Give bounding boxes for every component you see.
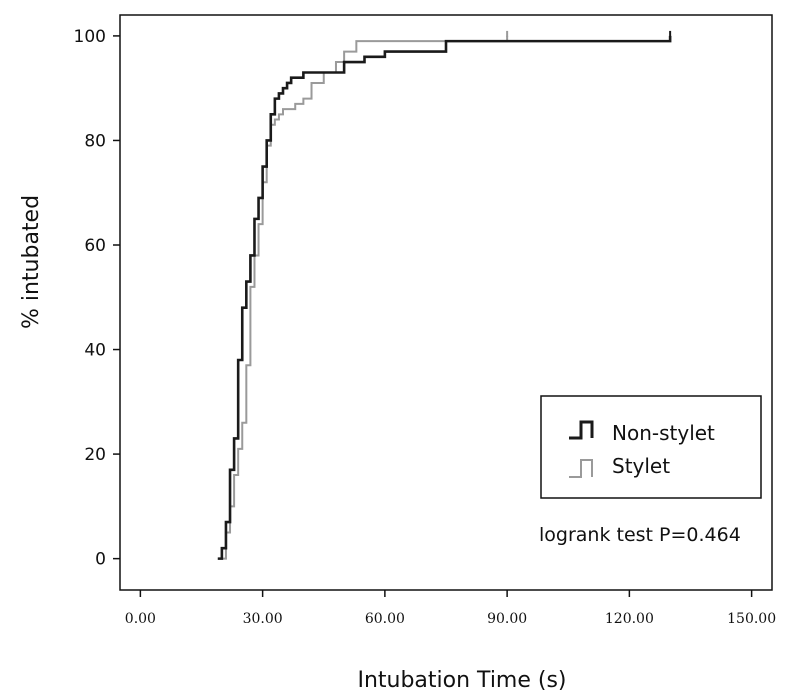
series-non-stylet-line bbox=[217, 35, 672, 560]
legend-box bbox=[540, 395, 762, 499]
series-stylet-line bbox=[217, 35, 509, 560]
logrank-annotation: logrank test P=0.464 bbox=[539, 524, 741, 546]
x-axis-ticks: 0.00 30.00 60.00 90.00 120.00 150.00 bbox=[125, 590, 776, 627]
plot-frame bbox=[119, 14, 773, 591]
x-tick-label: 0.00 bbox=[125, 611, 156, 627]
legend-swatch-stylet bbox=[569, 459, 593, 478]
y-tick-label: 20 bbox=[84, 445, 106, 465]
x-tick-label: 150.00 bbox=[727, 611, 776, 627]
x-tick-label: 60.00 bbox=[365, 611, 405, 627]
y-axis-title: % intubated bbox=[19, 195, 44, 329]
legend: Non-stylet Stylet bbox=[540, 395, 762, 499]
x-axis-title: Intubation Time (s) bbox=[357, 668, 566, 692]
x-tick-label: 90.00 bbox=[487, 611, 527, 627]
x-tick-label: 120.00 bbox=[605, 611, 654, 627]
legend-swatch-non-stylet bbox=[569, 420, 594, 440]
y-axis-ticks: 0 20 40 60 80 100 bbox=[74, 27, 120, 570]
y-tick-label: 60 bbox=[84, 236, 106, 256]
y-tick-label: 100 bbox=[74, 27, 106, 47]
y-tick-label: 40 bbox=[84, 341, 106, 361]
y-tick-label: 80 bbox=[84, 131, 106, 151]
y-tick-label: 0 bbox=[95, 550, 106, 570]
legend-label-stylet: Stylet bbox=[612, 454, 670, 478]
legend-label-non-stylet: Non-stylet bbox=[612, 421, 715, 445]
x-tick-label: 30.00 bbox=[243, 611, 283, 627]
series-layer bbox=[217, 30, 672, 560]
